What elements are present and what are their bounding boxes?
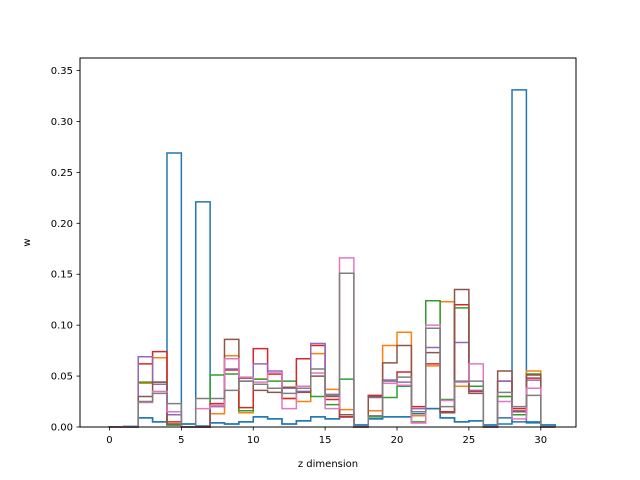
y-tick-label: 0.15 (51, 270, 73, 281)
x-tick-label: 25 (463, 435, 476, 446)
x-tick-label: 20 (391, 435, 404, 446)
x-axis-label: z dimension (298, 459, 358, 470)
x-tick-label: 0 (106, 435, 112, 446)
y-tick-label: 0.35 (51, 66, 73, 77)
x-tick-label: 15 (319, 435, 332, 446)
y-tick-label: 0.00 (51, 423, 73, 434)
x-axis-ticks: 0 5 10 15 20 25 30 (106, 427, 547, 446)
x-tick-label: 10 (247, 435, 260, 446)
x-tick-label: 30 (534, 435, 547, 446)
y-axis-label: w (22, 238, 33, 246)
x-tick-label: 5 (178, 435, 184, 446)
y-axis-ticks: 0.00 0.05 0.10 0.15 0.20 0.25 0.30 0.35 (51, 66, 80, 434)
y-tick-label: 0.20 (51, 219, 73, 230)
y-tick-label: 0.10 (51, 321, 73, 332)
y-tick-label: 0.05 (51, 372, 73, 383)
plot-frame (79, 57, 577, 428)
y-tick-label: 0.30 (51, 117, 73, 128)
y-tick-label: 0.25 (51, 168, 73, 179)
